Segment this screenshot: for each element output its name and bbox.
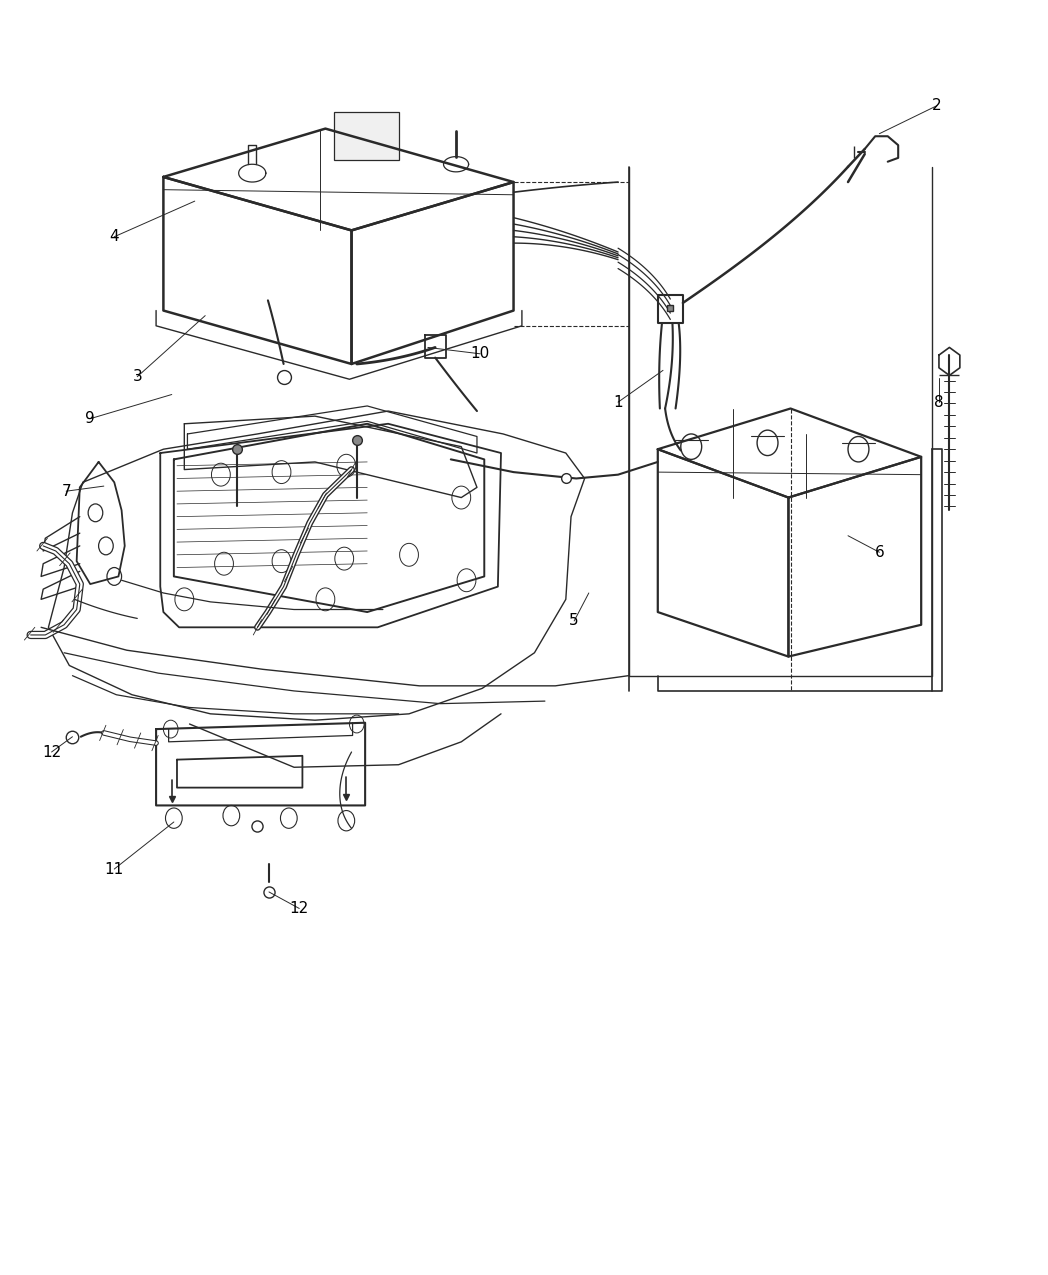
Text: 6: 6 [874, 544, 885, 560]
Text: 5: 5 [569, 613, 578, 629]
Text: 4: 4 [109, 230, 119, 245]
Text: 2: 2 [932, 98, 942, 113]
Text: 9: 9 [85, 411, 95, 426]
Text: 3: 3 [132, 370, 143, 384]
Text: 7: 7 [62, 483, 71, 499]
Text: 8: 8 [934, 395, 944, 409]
Text: 12: 12 [42, 745, 61, 760]
Text: 12: 12 [289, 901, 309, 915]
Text: 1: 1 [613, 395, 623, 409]
Text: 11: 11 [105, 862, 124, 876]
Bar [333, 112, 398, 161]
Text: 10: 10 [471, 347, 489, 361]
